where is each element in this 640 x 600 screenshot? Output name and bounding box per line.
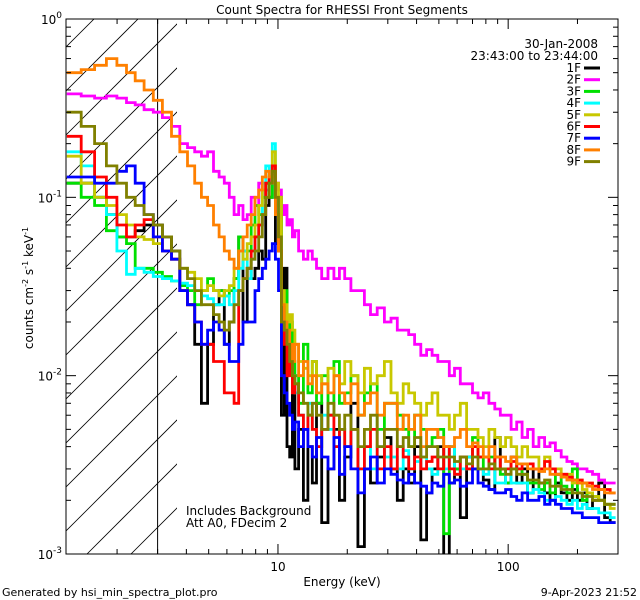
series-line-9f (66, 110, 616, 506)
legend-label-5f: 5F (566, 108, 581, 122)
hatch-line (66, 331, 177, 444)
x-tick-label: 10 (270, 560, 285, 574)
svg-text:counts cm-2 s-1 keV-1: counts cm-2 s-1 keV-1 (21, 227, 36, 349)
ylabel-mid-2: keV (22, 234, 36, 261)
x-axis-label: Energy (keV) (303, 575, 380, 589)
series-line-2f (66, 92, 616, 485)
ylabel-sup-3: -1 (21, 227, 30, 235)
hatch-line (66, 287, 177, 400)
ylabel-sup-1: -2 (21, 279, 30, 287)
hatch-line (86, 463, 177, 554)
hatch-line (66, 111, 177, 224)
series-group (66, 57, 616, 554)
plot-frame (65, 18, 619, 555)
hatch-line (66, 67, 177, 180)
annotation-attenuator: Att A0, FDecim 2 (186, 516, 287, 530)
x-tick-label: 100 (497, 560, 520, 574)
axis-ticks: 10 100 100 10-1 10-2 10-3 (38, 11, 619, 574)
y-tick-label: 10-3 (38, 546, 62, 562)
annotation-background: Includes Background (186, 504, 311, 518)
y-axis-label: counts cm-2 s-1 keV-1 (21, 227, 36, 349)
time-range-label: 23:43:00 to 23:44:00 (471, 49, 598, 63)
ylabel-sup-2: -1 (21, 261, 30, 269)
legend-label-7f: 7F (566, 131, 581, 145)
y-tick-label: 10-2 (38, 368, 62, 384)
chart-title: Count Spectra for RHESSI Front Segments (216, 3, 468, 17)
hatch-line (66, 199, 177, 312)
legend-label-9f: 9F (566, 155, 581, 169)
series-line-8f (66, 57, 616, 495)
hatch-line (66, 419, 177, 532)
footer-timestamp: 9-Apr-2023 21:52 (541, 586, 637, 599)
hatch-line (66, 243, 177, 356)
legend-label-2f: 2F (566, 73, 581, 87)
legend-label-6f: 6F (566, 120, 581, 134)
y-tick-label: 10-1 (38, 189, 62, 205)
attenuator-hatch-region (66, 19, 177, 554)
ylabel-main: counts cm (22, 287, 36, 349)
legend-label-1f: 1F (566, 61, 581, 75)
hatch-line (66, 375, 177, 488)
legend-label-4f: 4F (566, 96, 581, 110)
legend-label-8f: 8F (566, 143, 581, 157)
hatch-line (66, 23, 177, 136)
ylabel-mid-1: s (22, 269, 36, 279)
series-line-7f (66, 164, 616, 524)
legend-label-3f: 3F (566, 84, 581, 98)
date-label: 30-Jan-2008 (524, 37, 598, 51)
hatch-line (66, 155, 177, 268)
footer-generated-by: Generated by hsi_min_spectra_plot.pro (2, 586, 218, 599)
series-line-5f (66, 150, 616, 510)
hatch-line (130, 507, 177, 554)
y-tick-label: 100 (41, 11, 62, 27)
